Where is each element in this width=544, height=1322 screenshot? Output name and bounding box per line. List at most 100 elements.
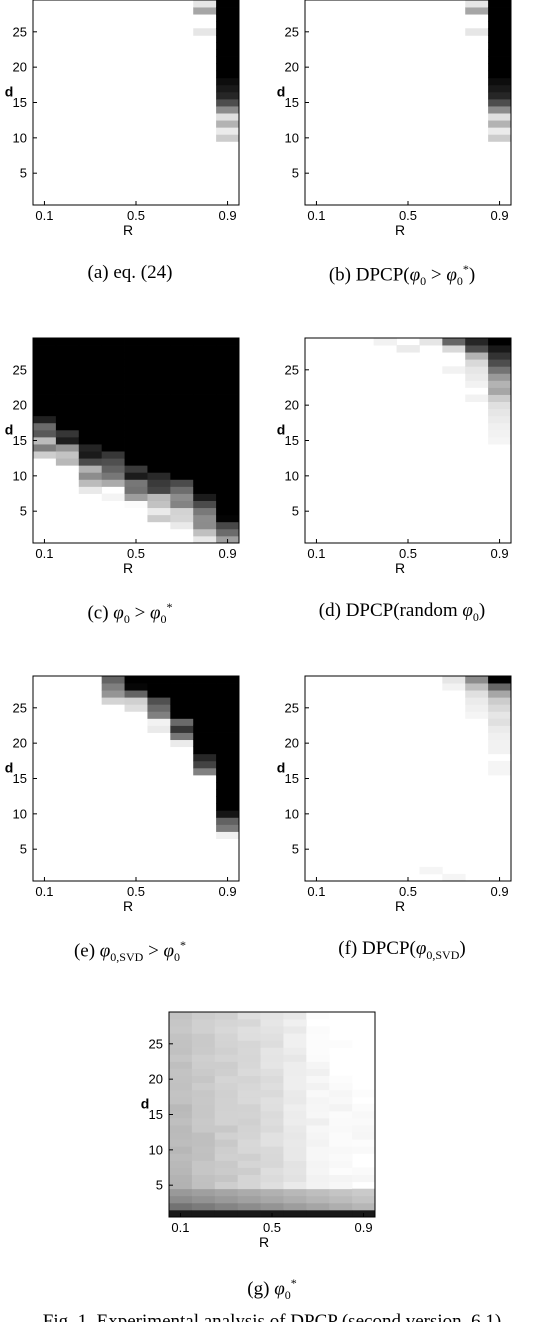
heatmap-cell <box>214 1181 239 1190</box>
heatmap-cell <box>147 338 171 346</box>
heatmap-cell <box>170 345 194 353</box>
heatmap-cell <box>442 345 466 353</box>
heatmap-cell <box>283 1040 307 1048</box>
heatmap-cell <box>169 1047 193 1055</box>
heatmap-cell <box>283 1139 307 1147</box>
heatmap-cell <box>237 1146 261 1154</box>
heatmap-cell <box>237 1082 261 1091</box>
heatmap-cell <box>465 394 489 403</box>
heatmap-cell <box>488 697 512 705</box>
heatmap-cell <box>216 394 240 403</box>
heatmap-cell <box>216 739 240 748</box>
heatmap-cell <box>170 507 194 516</box>
heatmap-cell <box>147 436 171 445</box>
heatmap-cell <box>216 134 240 142</box>
heatmap-cell <box>260 1188 284 1197</box>
heatmap-cell <box>124 676 148 684</box>
heatmap-cell <box>191 1047 216 1055</box>
heatmap-cell <box>193 436 217 445</box>
heatmap-cell <box>488 0 512 8</box>
heatmap-cell <box>191 1082 216 1091</box>
x-tick-label: 0.1 <box>171 1220 189 1235</box>
heatmap-cell <box>306 1089 330 1098</box>
heatmap-cell <box>442 338 466 346</box>
heatmap-cell <box>260 1202 284 1211</box>
y-tick-label: 25 <box>13 24 27 39</box>
x-axis-label: R <box>395 560 405 576</box>
x-tick-label: 0.5 <box>127 546 145 561</box>
heatmap-cell <box>488 338 512 346</box>
heatmap-cell <box>465 690 489 698</box>
heatmap-cell <box>306 1125 330 1133</box>
heatmap-c: 0.1 0.5 0.9 5 10 15 20 25 Rd <box>5 337 240 576</box>
heatmap-cell <box>101 479 125 487</box>
heatmap-cell <box>216 91 240 100</box>
heatmap-cell <box>465 676 489 684</box>
caption-f: (f) DPCP(φ0,SVD) <box>338 938 466 962</box>
y-tick-label: 15 <box>13 771 27 786</box>
caption-d: (d) DPCP(random φ0) <box>318 600 486 624</box>
heatmap-cell <box>216 676 240 684</box>
heatmap-cell <box>124 387 148 395</box>
heatmap-cell <box>193 514 217 523</box>
y-axis-label: d <box>277 759 286 775</box>
heatmap-cell <box>329 1153 353 1161</box>
heatmap-cell <box>147 394 171 403</box>
heatmap-cell <box>169 1012 193 1020</box>
heatmap-cell <box>216 753 240 762</box>
heatmap-cell <box>306 1068 330 1077</box>
heatmap-cell <box>101 683 125 691</box>
heatmap-cell <box>78 387 103 395</box>
heatmap-cell <box>55 352 80 360</box>
heatmap-cell <box>191 1089 216 1098</box>
heatmap-cell <box>33 394 57 403</box>
y-tick-label: 25 <box>285 24 299 39</box>
heatmap-cell <box>147 479 171 487</box>
heatmap-cell <box>216 507 240 516</box>
heatmap-cell <box>283 1089 307 1098</box>
heatmap-cell <box>283 1103 307 1112</box>
heatmap-cell <box>193 465 217 473</box>
heatmap-cell <box>216 401 240 410</box>
heatmap-cell <box>488 718 512 726</box>
heatmap-cell <box>306 1047 330 1055</box>
heatmap-cell <box>216 113 240 121</box>
heatmap-cell <box>193 760 217 769</box>
heatmap-cell <box>193 408 217 417</box>
heatmap-cell <box>488 21 512 29</box>
heatmap-cell <box>216 14 240 22</box>
heatmap-cell <box>237 1188 261 1197</box>
heatmap-cell <box>124 408 148 417</box>
heatmap-cell <box>193 429 217 438</box>
heatmap-cell <box>283 1132 307 1140</box>
heatmap-cell <box>193 732 217 741</box>
heatmap-cell <box>216 28 240 36</box>
heatmap-cell <box>488 373 512 381</box>
heatmap-cell <box>147 690 171 698</box>
heatmap-cell <box>260 1181 284 1190</box>
heatmap-cell <box>283 1118 307 1126</box>
y-tick-label: 5 <box>292 504 299 519</box>
heatmap-cell <box>488 28 512 36</box>
heatmap-cell <box>147 444 171 452</box>
heatmap-cell <box>465 380 489 388</box>
heatmap-cell <box>352 1146 376 1154</box>
heatmap-cell <box>78 429 103 438</box>
heatmap-cell <box>147 408 171 417</box>
heatmap-cell <box>306 1096 330 1105</box>
heatmap-cell <box>488 134 512 142</box>
heatmap-cell <box>216 21 240 29</box>
heatmap-cell <box>55 359 80 367</box>
y-tick-label: 5 <box>20 842 27 857</box>
heatmap-cell <box>33 436 57 445</box>
heatmap-cell <box>237 1195 261 1204</box>
heatmap-cell <box>488 436 512 445</box>
heatmap-cell <box>216 718 240 726</box>
heatmap-cell <box>55 345 80 353</box>
heatmap-cell <box>306 1202 330 1211</box>
heatmap-cell <box>78 458 103 466</box>
heatmap-cell <box>216 725 240 733</box>
heatmap-cell <box>237 1160 261 1168</box>
heatmap-cell <box>465 28 489 36</box>
y-tick-label: 5 <box>156 1178 163 1193</box>
